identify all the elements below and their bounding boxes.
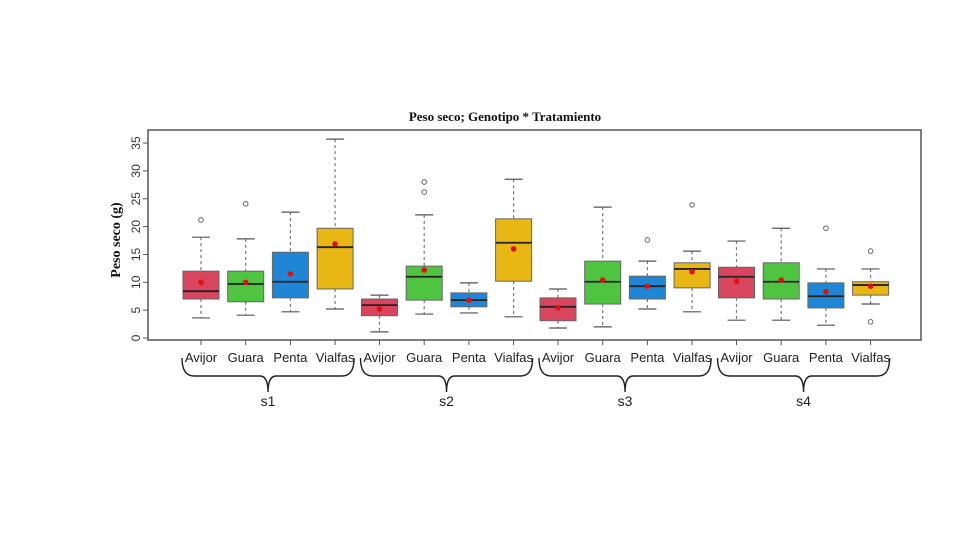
mean-point [242, 279, 249, 286]
group-label-s1: s1 [261, 393, 276, 409]
mean-point [287, 271, 294, 277]
box-s1-avijor [182, 217, 220, 319]
x-tick-label: Avijor [720, 350, 753, 365]
box-s1-penta [271, 211, 309, 313]
outlier-point [644, 237, 651, 243]
box-iqr [316, 227, 354, 290]
brace-s2 [359, 357, 534, 393]
mean-point [510, 246, 517, 252]
boxes-layer [182, 138, 890, 333]
box-s4-vialfas [852, 248, 890, 325]
box-s4-avijor [718, 240, 755, 321]
mean-point [198, 279, 204, 286]
x-tick-label: Guara [406, 350, 443, 365]
x-tick-label: Guara [763, 350, 800, 365]
mean-point [332, 241, 338, 247]
outlier-point [421, 179, 428, 185]
box-s3-vialfas [673, 202, 711, 313]
x-tick-label: Avijor [363, 350, 396, 365]
mean-point [733, 278, 740, 284]
box-s3-penta [628, 237, 666, 310]
y-axis-label: Peso seco (g) [109, 202, 124, 278]
mean-point [778, 277, 784, 283]
y-tick-label: 25 [129, 192, 143, 206]
y-tick-label: 35 [129, 136, 143, 150]
brace-s4 [716, 357, 891, 393]
box-s2-penta [450, 282, 488, 314]
box-s3-avijor [539, 288, 577, 329]
mean-point [867, 283, 874, 289]
x-tick-label: Guara [585, 350, 622, 365]
outlier-point [867, 319, 874, 325]
group-label-s2: s2 [439, 393, 454, 409]
x-tick-label: Vialfas [494, 350, 533, 365]
mean-point [555, 305, 561, 311]
x-tick-label: Avijor [542, 350, 575, 365]
group-label-s4: s4 [796, 393, 811, 409]
x-axis-labels: Avijor Guara Penta Vialfas Avijor Guara Penta V… [185, 340, 890, 365]
x-tick-label: Penta [630, 350, 665, 365]
outlier-point [867, 248, 874, 254]
mean-point [689, 268, 695, 275]
group-braces: s1 s2 s3 s4 [181, 357, 891, 409]
mean-point [823, 288, 829, 295]
box-s2-vialfas [495, 178, 533, 318]
box-iqr [227, 270, 265, 303]
box-s2-avijor [361, 294, 398, 333]
mean-point [376, 306, 383, 312]
box-s2-guara [405, 179, 443, 315]
mean-point [599, 277, 606, 283]
y-tick-label: 15 [129, 247, 143, 261]
y-tick-label: 20 [129, 220, 143, 234]
x-tick-label: Penta [452, 350, 487, 365]
mean-point [644, 283, 651, 289]
outlier-point [242, 200, 249, 207]
box-iqr [673, 262, 711, 289]
y-axis: 0 5 10 15 20 25 30 35 [129, 136, 148, 341]
x-tick-label: Penta [273, 350, 308, 365]
box-s1-guara [227, 200, 265, 316]
x-tick-label: Avijor [185, 350, 218, 365]
y-tick-label: 5 [129, 306, 143, 313]
chart-title: Peso seco; Genotipo * Tratamiento [409, 109, 601, 124]
x-tick-label: Vialfas [673, 350, 712, 365]
y-tick-label: 30 [129, 164, 143, 178]
outlier-point [689, 202, 695, 208]
x-tick-label: Guara [228, 350, 265, 365]
box-s3-guara [584, 206, 622, 328]
y-tick-label: 0 [129, 334, 143, 341]
box-s4-penta [807, 225, 845, 326]
brace-s3 [538, 357, 712, 393]
group-label-s3: s3 [618, 393, 633, 409]
plot-area [147, 129, 922, 341]
x-tick-label: Vialfas [851, 350, 890, 365]
outlier-point [421, 189, 428, 195]
box-s1-vialfas [316, 138, 354, 310]
box-s4-guara [762, 227, 800, 321]
outlier-point [823, 225, 829, 232]
mean-point [466, 297, 472, 303]
mean-point [421, 267, 428, 273]
y-tick-label: 10 [129, 275, 143, 289]
brace-s1 [181, 357, 355, 393]
x-tick-label: Vialfas [316, 350, 355, 365]
x-tick-label: Penta [809, 350, 844, 365]
outlier-point [198, 217, 204, 223]
